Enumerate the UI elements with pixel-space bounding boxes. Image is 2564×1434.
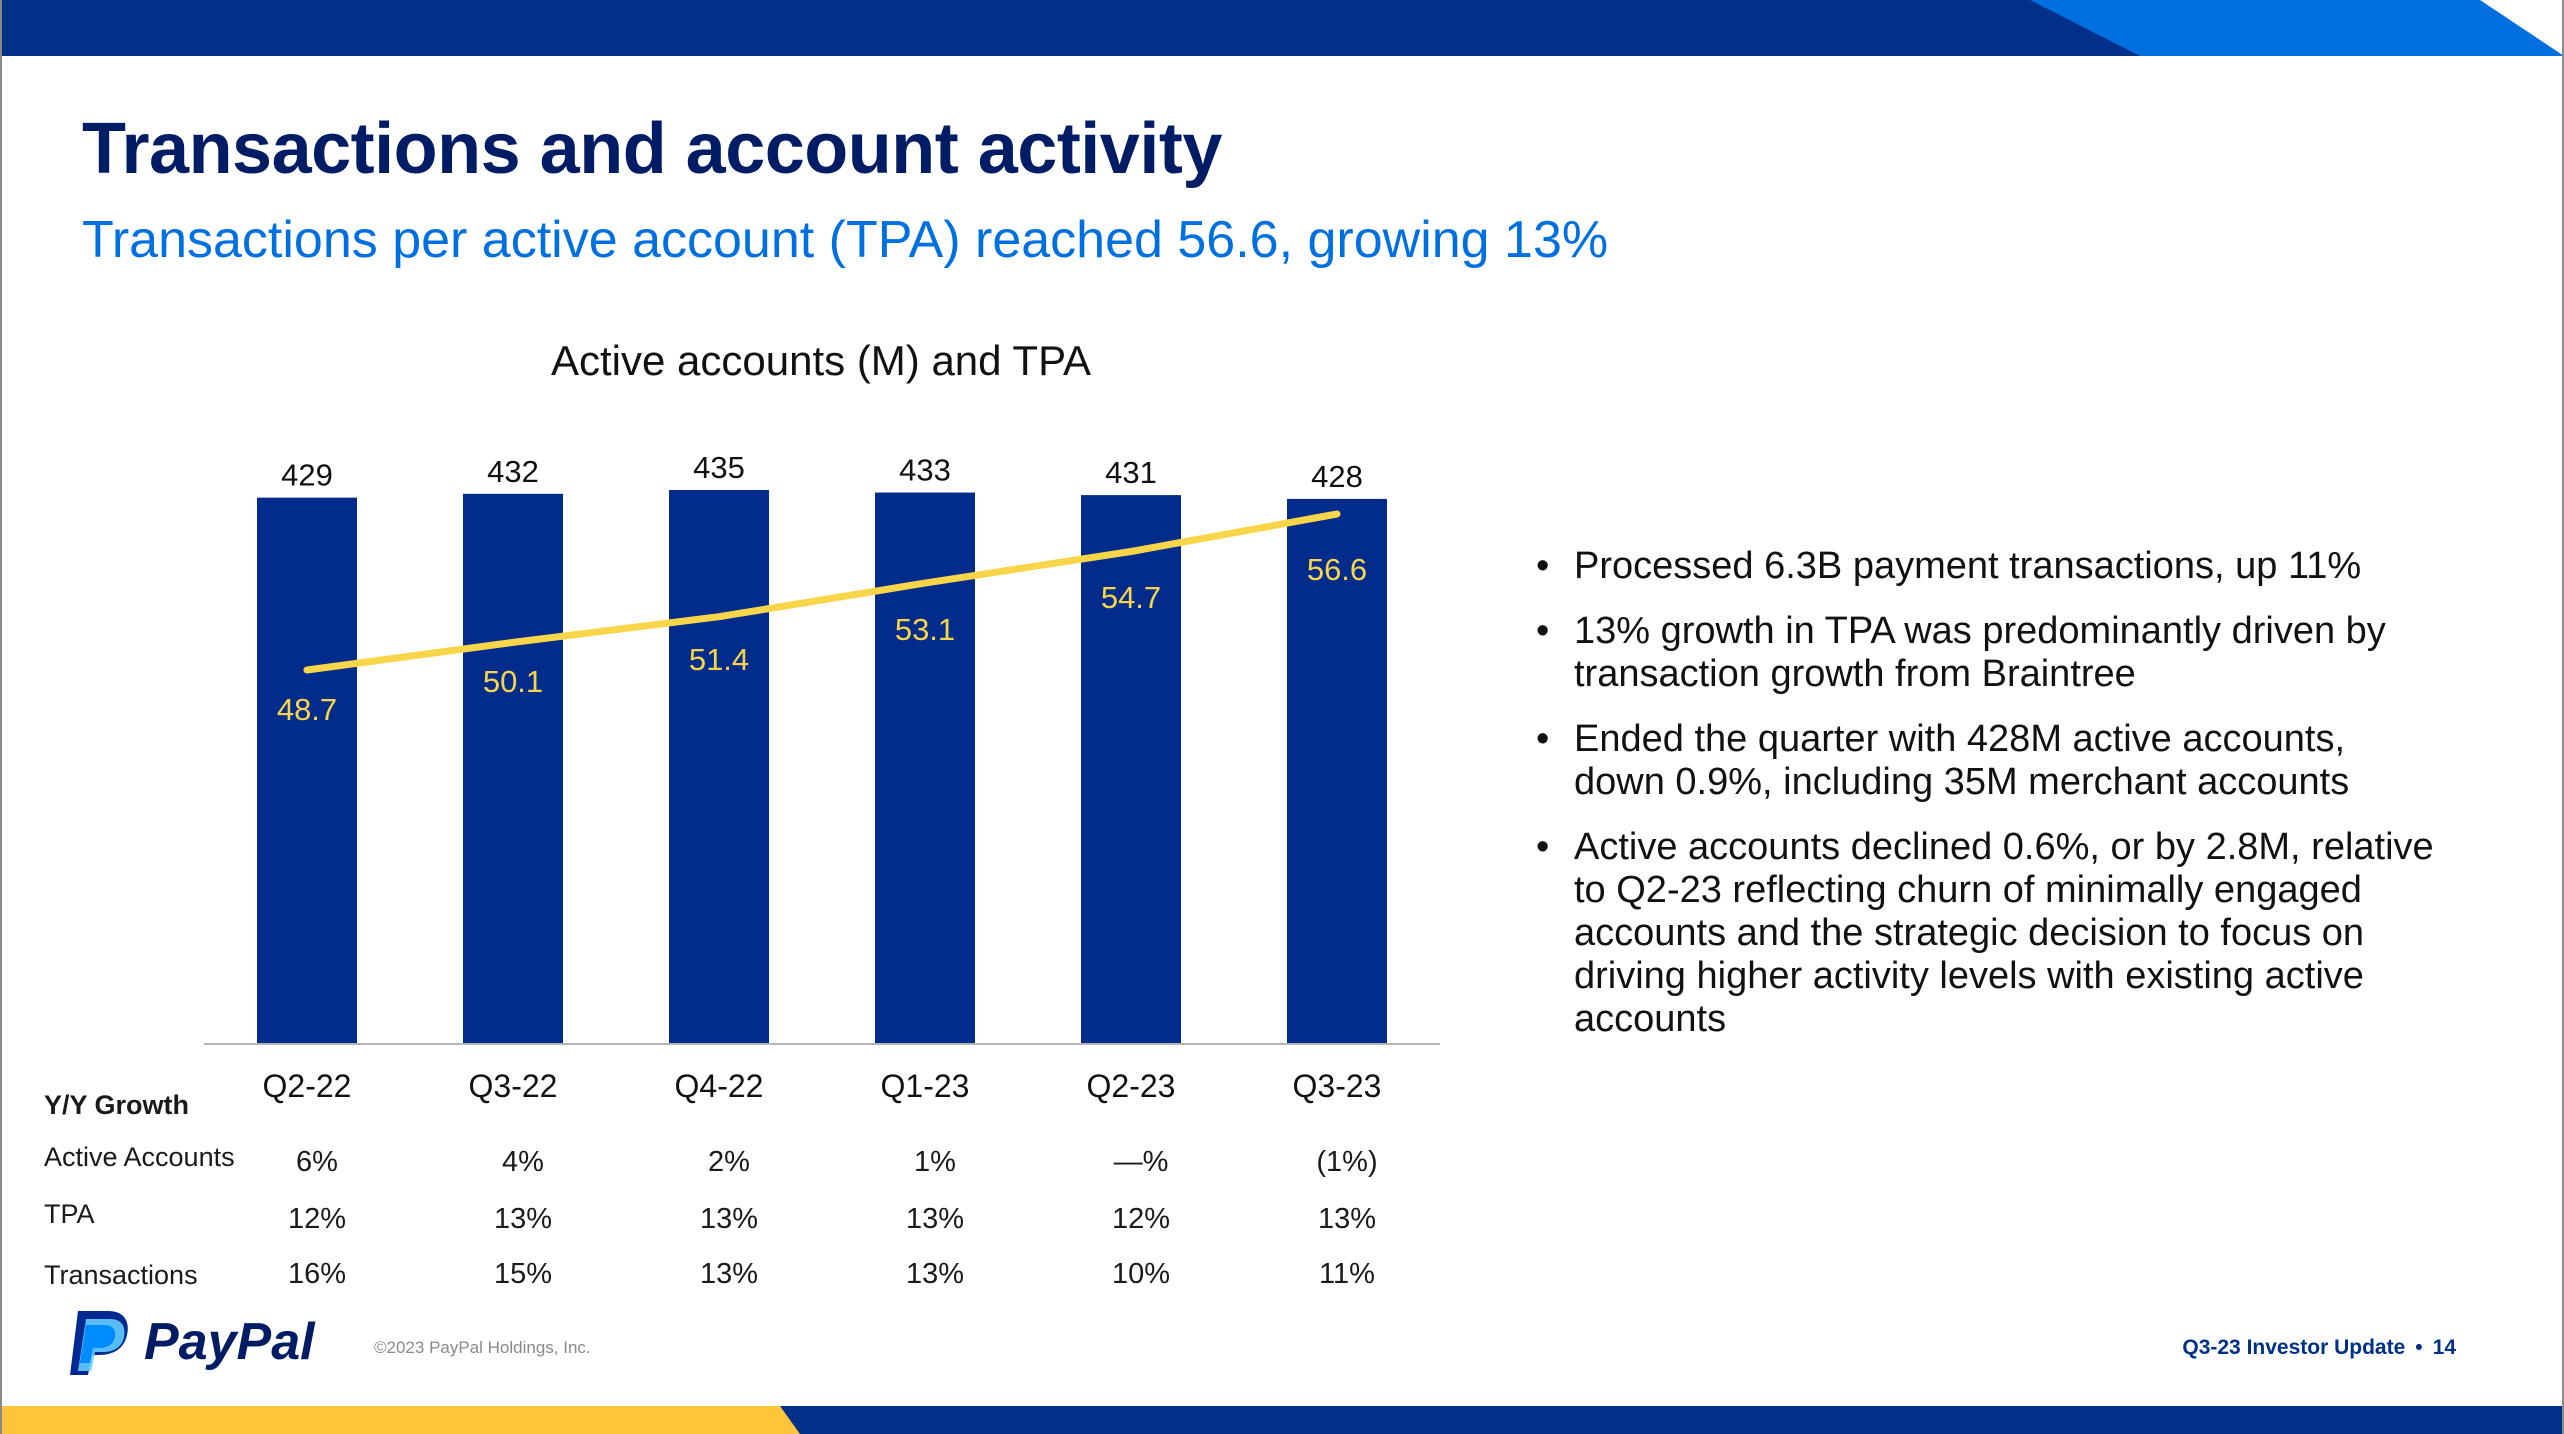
growth-cell: 6% [296, 1146, 338, 1178]
growth-table-heading: Y/Y Growth [44, 1090, 190, 1120]
accounts-tpa-chart: Active accounts (M) and TPA 429 432 435 433… [204, 337, 1440, 1104]
key-point-item: • Ended the quarter with 428M active acco… [1536, 718, 2436, 804]
growth-cell: 15% [493, 1258, 553, 1290]
x-tick-q2-23: Q2-23 [1087, 1068, 1176, 1104]
copyright-text: ©2023 PayPal Holdings, Inc. [374, 1338, 591, 1357]
growth-cell: 16% [287, 1258, 347, 1290]
bar-label-q2-22: 429 [281, 458, 333, 493]
tpa-label-q3-23: 56.6 [1307, 552, 1367, 587]
x-tick-labels: Q2-22 Q3-22 Q4-22 Q1-23 Q2-23 Q3-23 [263, 1068, 1382, 1104]
bar-label-q3-23: 428 [1311, 459, 1363, 494]
key-point-text: Active accounts declined 0.6%, or by 2.8… [1574, 826, 2434, 1040]
x-tick-q4-22: Q4-22 [675, 1068, 764, 1104]
x-tick-q2-22: Q2-22 [263, 1068, 352, 1104]
growth-row-label: Transactions [44, 1260, 198, 1290]
bullet-dot-icon: • [1536, 610, 1550, 652]
tpa-label-q3-22: 50.1 [483, 664, 543, 699]
bar-q2-23 [1081, 495, 1181, 1044]
paypal-p-icon [70, 1311, 128, 1375]
bar-series [257, 490, 1387, 1045]
growth-row-label: Active Accounts [44, 1142, 235, 1172]
slide-title: Transactions and account activity [82, 109, 1222, 189]
growth-cell: 13% [699, 1258, 759, 1290]
growth-cell: —% [1113, 1146, 1169, 1178]
bar-label-q2-23: 431 [1105, 455, 1157, 490]
growth-cell: 12% [1111, 1203, 1171, 1235]
growth-cell: 13% [905, 1203, 965, 1235]
growth-cell: (1%) [1316, 1146, 1378, 1178]
bar-value-labels: 429 432 435 433 431 428 [281, 450, 1363, 494]
key-point-text: Processed 6.3B payment transactions, up … [1574, 545, 2362, 587]
slide-subtitle: Transactions per active account (TPA) re… [82, 211, 1609, 269]
bar-q2-22 [257, 497, 357, 1044]
growth-cell: 13% [1317, 1203, 1377, 1235]
x-tick-q3-22: Q3-22 [469, 1068, 558, 1104]
key-points-list: • Processed 6.3B payment transactions, up… [1536, 545, 2436, 1063]
bullet-dot-icon: • [1536, 826, 1550, 868]
tpa-label-q2-23: 54.7 [1101, 580, 1161, 615]
paypal-wordmark: PayPal [144, 1313, 316, 1371]
bullet-dot-icon: • [1536, 718, 1550, 760]
growth-cell: 2% [708, 1146, 750, 1178]
paypal-logo: PayPal [70, 1311, 316, 1375]
growth-cell: 1% [914, 1146, 956, 1178]
bar-label-q3-22: 432 [487, 454, 539, 489]
bottom-brand-bar [0, 1406, 2564, 1434]
tpa-label-q4-22: 51.4 [689, 642, 749, 677]
bar-q4-22 [669, 490, 769, 1044]
growth-cell: 13% [905, 1258, 965, 1290]
bar-q3-22 [463, 493, 563, 1044]
tpa-label-q1-23: 53.1 [895, 612, 955, 647]
footer-deck-info: Q3-23 Investor Update • 14 [2182, 1336, 2456, 1360]
growth-cell: 13% [699, 1203, 759, 1235]
tpa-line [303, 510, 1341, 674]
top-brand-bar [0, 0, 2564, 56]
key-point-text: Ended the quarter with 428M active accou… [1574, 718, 2350, 803]
growth-cell: 10% [1111, 1258, 1171, 1290]
growth-cell: 11% [1319, 1258, 1375, 1290]
x-tick-q1-23: Q1-23 [881, 1068, 970, 1104]
key-point-item: • 13% growth in TPA was predominantly dri… [1536, 610, 2436, 696]
footer-separator: • [2415, 1336, 2423, 1359]
x-tick-q3-23: Q3-23 [1293, 1068, 1382, 1104]
tpa-value-labels: 48.7 50.1 51.4 53.1 54.7 56.6 [277, 552, 1367, 727]
key-point-item: • Processed 6.3B payment transactions, up… [1536, 545, 2436, 588]
growth-cell: 4% [502, 1146, 544, 1178]
deck-name: Q3-23 Investor Update [2182, 1336, 2406, 1359]
yy-growth-table: Y/Y Growth Active Accounts 6% 4% 2% 1% —% (1%)… [0, 1070, 1460, 1310]
growth-cell: 13% [493, 1203, 553, 1235]
bar-label-q1-23: 433 [899, 453, 951, 488]
tpa-label-q2-22: 48.7 [277, 692, 337, 727]
growth-cell: 12% [287, 1203, 347, 1235]
bar-q3-23 [1287, 498, 1387, 1045]
bar-label-q4-22: 435 [693, 450, 745, 485]
bullet-dot-icon: • [1536, 545, 1550, 587]
chart-title: Active accounts (M) and TPA [551, 337, 1091, 384]
page-number: 14 [2432, 1336, 2456, 1359]
key-point-item: • Active accounts declined 0.6%, or by 2.… [1536, 826, 2436, 1041]
growth-row-label: TPA [44, 1199, 95, 1229]
key-point-text: 13% growth in TPA was predominantly driv… [1574, 610, 2386, 695]
